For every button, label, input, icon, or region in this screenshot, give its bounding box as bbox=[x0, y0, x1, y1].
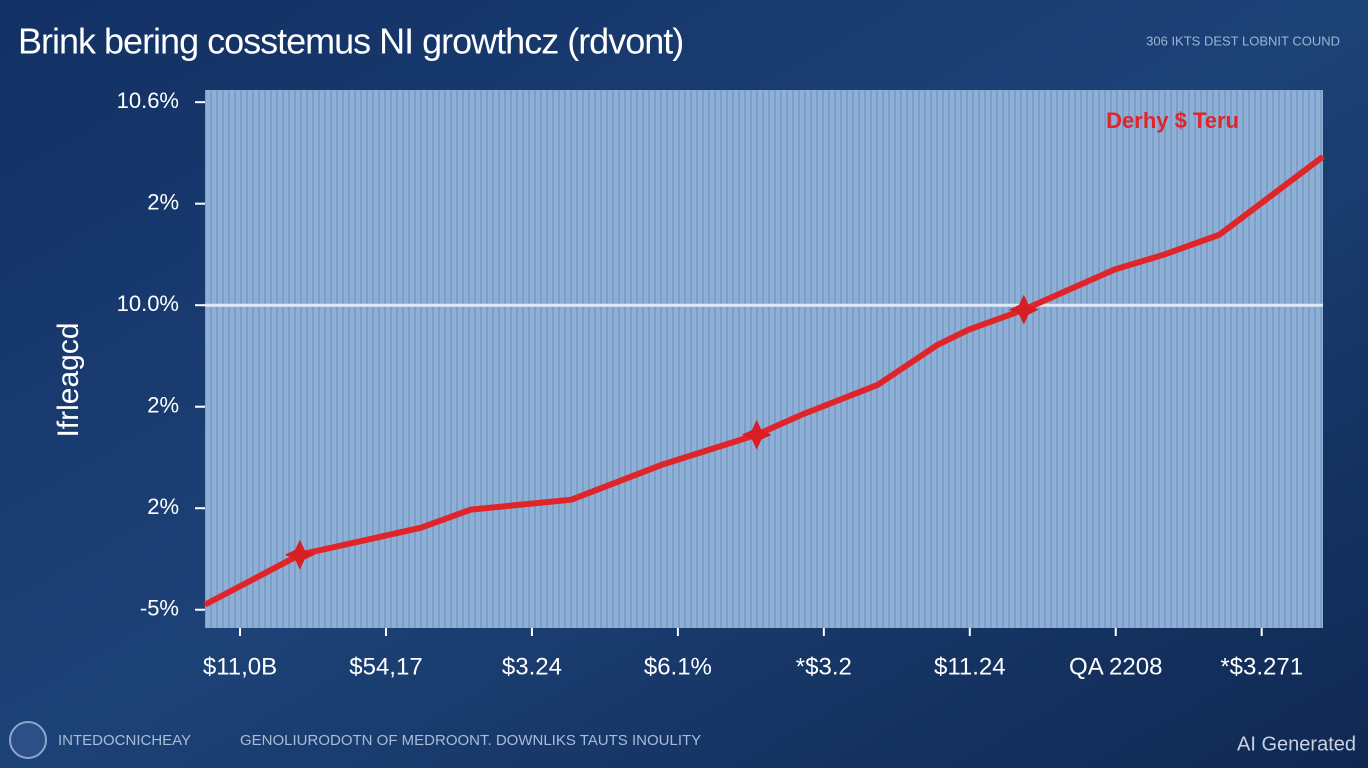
data-marker bbox=[741, 419, 772, 450]
y-tick-label: 2% bbox=[147, 190, 179, 215]
x-tick-label: $6.1% bbox=[644, 653, 712, 680]
logo-icon bbox=[9, 721, 47, 759]
x-tick-label: $3.24 bbox=[502, 653, 562, 680]
y-tick-label: -5% bbox=[140, 596, 179, 621]
y-tick-label: 10.0% bbox=[117, 291, 179, 316]
data-line bbox=[203, 154, 1325, 608]
footer-logo-text: INTEDOCNICHEAY bbox=[58, 732, 191, 749]
ai-badge: AI Generated bbox=[1237, 733, 1356, 755]
footer-note: GENOLIURODOTN OF MEDROONT. DOWNLIKS TAUT… bbox=[240, 732, 701, 749]
x-tick-label: *$3.271 bbox=[1220, 653, 1303, 680]
data-marker bbox=[1008, 294, 1039, 325]
y-axis-label: Ifrleagcd bbox=[52, 322, 85, 437]
y-tick-label: 2% bbox=[147, 393, 179, 418]
legend-entry: Derhy $ Teru bbox=[1106, 108, 1239, 133]
x-tick-label: $11.24 bbox=[934, 653, 1006, 680]
x-tick-label: *$3.2 bbox=[796, 653, 852, 680]
chart-title: Brink bering cosstemus NI growthcz (rdvo… bbox=[18, 21, 683, 62]
data-marker bbox=[284, 539, 315, 570]
x-tick-label: QA 2208 bbox=[1069, 653, 1162, 680]
subtitle: 306 IKTS DEST LOBNIT COUND bbox=[1146, 33, 1340, 48]
x-tick-label: $11,0B bbox=[203, 653, 277, 680]
y-tick-label: 2% bbox=[147, 494, 179, 519]
x-tick-label: $54,17 bbox=[349, 653, 422, 680]
y-tick-label: 10.6% bbox=[117, 88, 179, 113]
plot-area bbox=[205, 90, 1323, 628]
